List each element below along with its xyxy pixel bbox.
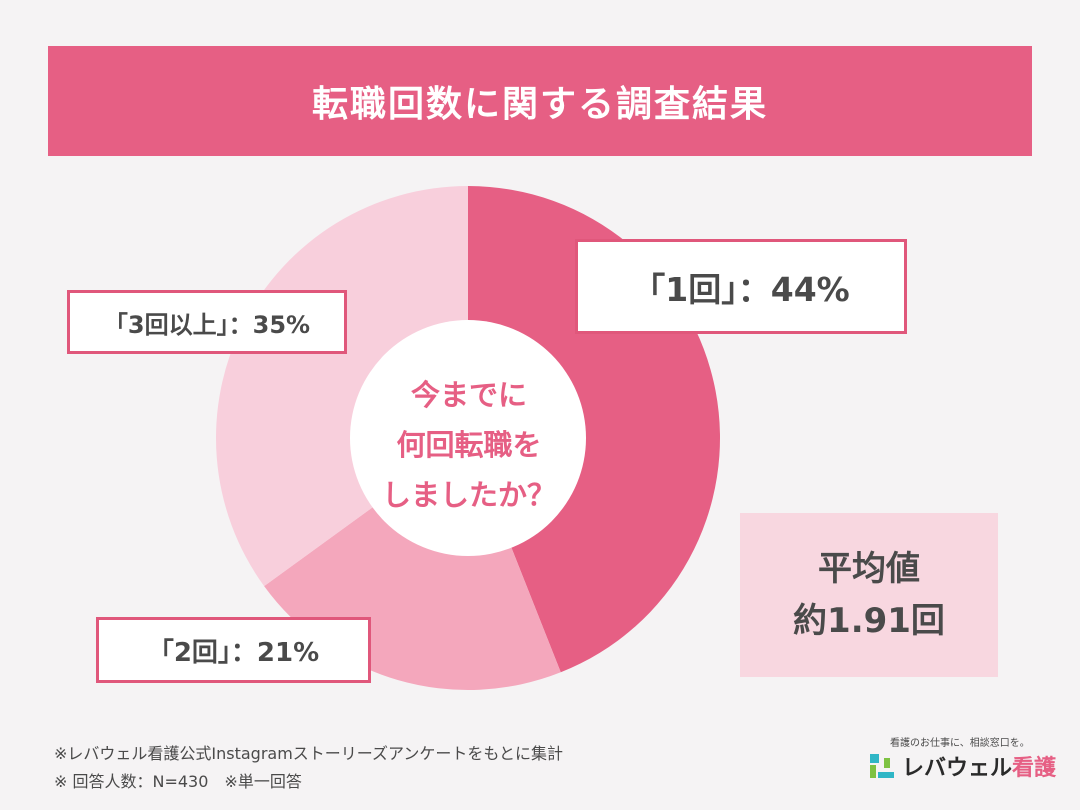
levwell-logo-icon <box>870 754 894 778</box>
logo-tagline: 看護のお仕事に、相談窓口を。 <box>890 738 1030 749</box>
data-label-3: 「3回以上」：35% <box>67 290 347 354</box>
average-value: 約1.91回 <box>793 601 945 641</box>
brand-logo[interactable]: 看護のお仕事に、相談窓口を。 レバウェル看護 <box>868 734 1056 786</box>
footnote-sample: ※ 回答人数：N=430 ※単一回答 <box>54 772 302 791</box>
donut-hole <box>350 320 586 556</box>
footnote-source: ※レバウェル看護公式Instagramストーリーズアンケートをもとに集計 <box>54 744 564 763</box>
center-question: 今までに 何回転職を しましたか？ <box>378 370 560 520</box>
center-question-line-1: 今までに <box>410 378 527 412</box>
title-bar: 転職回数に関する調査結果 <box>48 46 1032 156</box>
center-question-line-3: しましたか？ <box>381 478 556 512</box>
footnotes: ※レバウェル看護公式Instagramストーリーズアンケートをもとに集計 ※ 回… <box>54 740 563 796</box>
data-label-1: 「1回」：44% <box>575 239 907 334</box>
data-label-2: 「2回」：21% <box>96 617 371 683</box>
logo-name-accent: 看護 <box>1012 756 1057 781</box>
pie-slice-3 <box>216 186 468 587</box>
logo-name: レバウェル看護 <box>902 750 1056 782</box>
page-title: 転職回数に関する調査結果 <box>311 84 768 125</box>
center-question-line-2: 何回転職を <box>396 428 542 462</box>
average-box: 平均値 約1.91回 <box>740 513 998 677</box>
logo-name-main: レバウェル <box>902 756 1013 781</box>
average-label: 平均値 <box>818 549 920 589</box>
